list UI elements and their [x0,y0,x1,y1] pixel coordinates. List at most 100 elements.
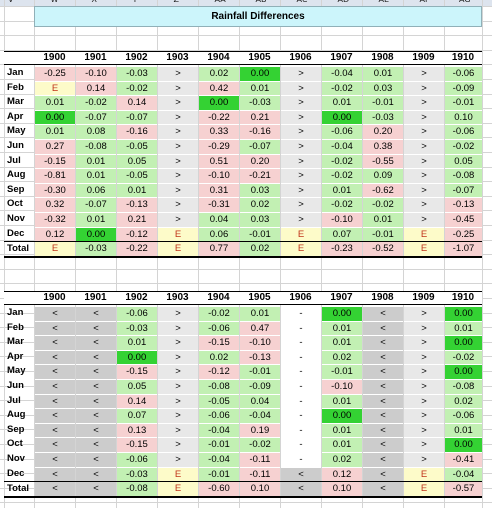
data-cell[interactable]: -0.06 [199,321,239,336]
month-label[interactable]: Oct [7,438,23,450]
data-cell[interactable]: -0.07 [76,198,116,212]
data-cell[interactable]: 0.07 [322,227,362,242]
year-header[interactable]: 1909 [412,292,435,303]
data-cell[interactable]: -0.04 [322,140,362,154]
data-cell[interactable]: -0.15 [117,365,157,379]
data-cell[interactable]: < [363,350,403,365]
year-header[interactable]: 1906 [289,292,312,303]
data-cell[interactable]: > [404,169,444,183]
data-cell[interactable]: 0.00 [76,227,116,242]
data-cell[interactable]: -0.08 [199,380,239,394]
data-cell[interactable]: -0.13 [117,198,157,212]
data-cell[interactable]: < [363,336,403,350]
data-cell[interactable]: -0.07 [117,110,157,125]
data-cell[interactable]: -0.03 [117,67,157,81]
data-cell[interactable]: 0.10 [445,110,482,125]
data-cell[interactable]: -0.01 [322,365,362,379]
data-cell[interactable]: -0.81 [35,169,75,183]
year-header[interactable]: 1903 [166,292,189,303]
data-cell[interactable]: - [281,453,321,467]
data-cell[interactable]: -0.02 [445,350,482,365]
data-cell[interactable]: 0.21 [117,213,157,227]
year-header[interactable]: 1909 [412,52,435,63]
data-cell[interactable]: < [363,307,403,321]
column-letter[interactable]: AF [420,0,430,4]
data-cell[interactable]: > [158,213,198,227]
data-cell[interactable]: -0.45 [445,213,482,227]
data-cell[interactable]: < [35,336,75,350]
column-letter[interactable]: Y [133,0,138,4]
data-cell[interactable]: -0.01 [199,438,239,452]
data-cell[interactable]: -0.01 [363,96,403,110]
data-cell[interactable]: - [281,394,321,409]
data-cell[interactable]: 0.04 [240,394,280,409]
data-cell[interactable]: -0.04 [240,409,280,423]
data-cell[interactable]: -0.01 [240,365,280,379]
month-label[interactable]: Dec [7,227,25,239]
data-cell[interactable]: -0.03 [117,321,157,336]
column-letter[interactable]: AB [256,0,267,4]
data-cell[interactable]: -0.15 [117,438,157,452]
total-cell[interactable]: -0.23 [322,242,362,256]
data-cell[interactable]: -0.02 [240,438,280,452]
data-cell[interactable]: -0.10 [240,336,280,350]
data-cell[interactable]: 0.01 [322,183,362,198]
data-cell[interactable]: < [363,423,403,438]
data-cell[interactable]: E [404,467,444,482]
data-cell[interactable]: -0.25 [35,67,75,81]
month-label[interactable]: Dec [7,467,25,479]
data-cell[interactable]: 0.06 [76,183,116,198]
data-cell[interactable]: -0.12 [117,227,157,242]
data-cell[interactable]: > [404,350,444,365]
data-cell[interactable]: > [404,198,444,212]
total-cell[interactable]: -0.22 [117,242,157,256]
data-cell[interactable]: 0.01 [76,154,116,169]
data-cell[interactable]: < [363,467,403,482]
data-cell[interactable]: > [158,140,198,154]
data-cell[interactable]: < [363,380,403,394]
month-label[interactable]: Aug [7,169,26,181]
total-cell[interactable]: -0.08 [117,482,157,496]
data-cell[interactable]: 0.00 [35,110,75,125]
data-cell[interactable]: 0.27 [35,140,75,154]
year-header[interactable]: 1907 [330,292,353,303]
month-label[interactable]: Jul [7,154,21,166]
data-cell[interactable]: 0.01 [240,81,280,96]
total-cell[interactable]: E [35,242,75,256]
data-cell[interactable]: 0.01 [322,336,362,350]
data-cell[interactable]: -0.02 [445,140,482,154]
year-header[interactable]: 1901 [84,292,107,303]
data-cell[interactable]: -0.06 [445,409,482,423]
data-cell[interactable]: -0.04 [199,423,239,438]
data-cell[interactable]: < [76,365,116,379]
data-cell[interactable]: 0.00 [445,438,482,452]
data-cell[interactable]: 0.47 [240,321,280,336]
data-cell[interactable]: 0.31 [199,183,239,198]
data-cell[interactable]: > [281,154,321,169]
data-cell[interactable]: 0.01 [76,213,116,227]
total-cell[interactable]: E [404,242,444,256]
data-cell[interactable]: > [158,453,198,467]
data-cell[interactable]: -0.02 [76,96,116,110]
total-cell[interactable]: 0.10 [240,482,280,496]
data-cell[interactable]: -0.05 [117,140,157,154]
data-cell[interactable]: > [158,67,198,81]
data-cell[interactable]: > [158,183,198,198]
data-cell[interactable]: > [158,423,198,438]
data-cell[interactable]: > [404,213,444,227]
data-cell[interactable]: -0.16 [117,125,157,139]
data-cell[interactable]: -0.11 [240,453,280,467]
data-cell[interactable]: 0.12 [322,467,362,482]
total-cell[interactable]: E [158,242,198,256]
data-cell[interactable]: < [76,336,116,350]
data-cell[interactable]: -0.02 [363,198,403,212]
data-cell[interactable]: > [404,110,444,125]
column-letter[interactable]: X [92,0,97,4]
data-cell[interactable]: -0.10 [322,380,362,394]
column-letter[interactable]: AE [379,0,390,4]
data-cell[interactable]: 0.04 [199,213,239,227]
data-cell[interactable]: 0.51 [199,154,239,169]
data-cell[interactable]: -0.05 [199,394,239,409]
data-cell[interactable]: 0.13 [117,423,157,438]
data-cell[interactable]: -0.13 [445,198,482,212]
